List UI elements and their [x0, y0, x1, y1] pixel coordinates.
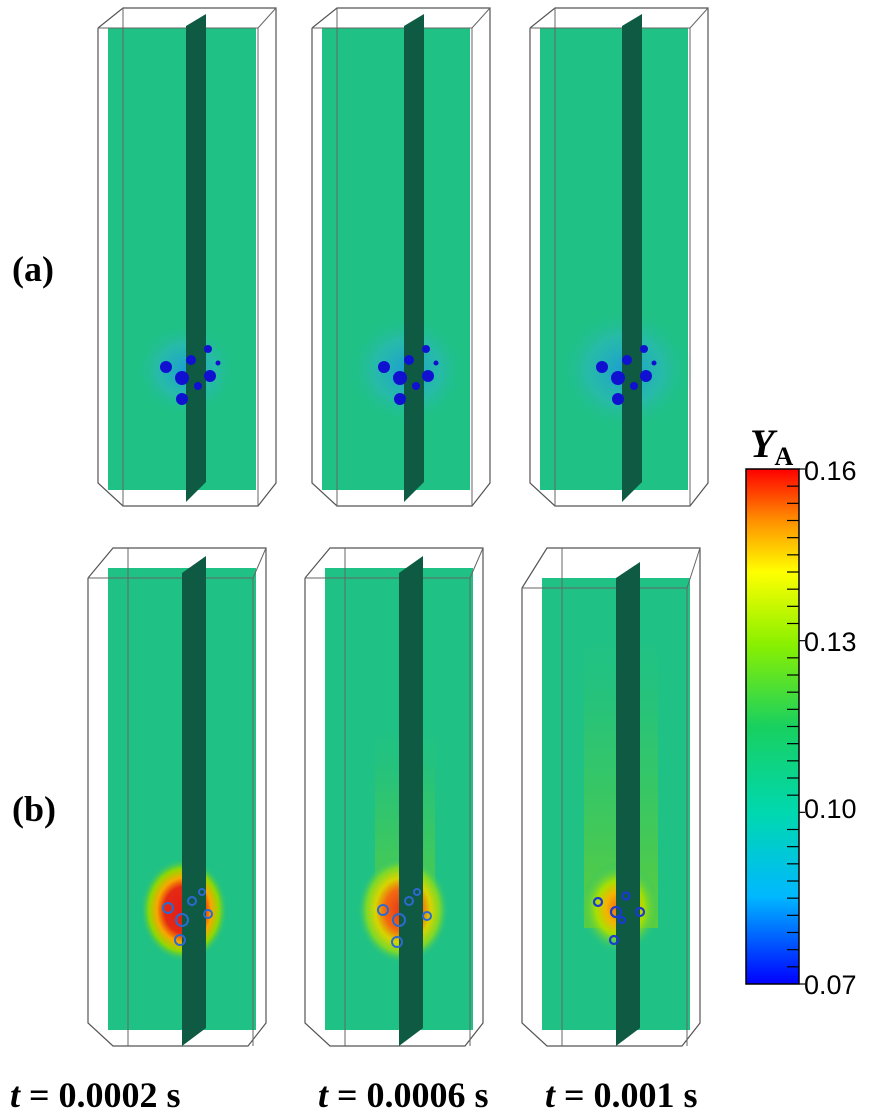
colorbar-tick-label: 0.07	[804, 970, 857, 1000]
panel-b1	[87, 547, 267, 1047]
colorbar-symbol: Y	[750, 421, 775, 466]
row-label-a: (a)	[12, 249, 54, 289]
bubble-cluster	[378, 345, 439, 405]
time-value: = 0.0006 s	[328, 1075, 489, 1115]
center-plane	[616, 562, 640, 1046]
panel-b2	[304, 547, 484, 1047]
center-plane	[404, 14, 424, 502]
panel-b3	[521, 547, 701, 1047]
center-plane	[399, 556, 423, 1046]
bubble-cluster	[160, 345, 221, 405]
colorbar-title: YA	[750, 420, 793, 472]
colorbar	[745, 468, 805, 985]
time-label-3: t = 0.001 s	[545, 1074, 698, 1116]
time-value: = 0.001 s	[555, 1075, 698, 1115]
time-value: = 0.0002 s	[20, 1075, 181, 1115]
bubble-cluster	[162, 888, 213, 946]
center-plane	[622, 14, 642, 502]
colorbar-subscript: A	[774, 442, 794, 471]
row-label-b: (b)	[12, 789, 56, 829]
time-label-2: t = 0.0006 s	[318, 1074, 489, 1116]
center-plane	[182, 556, 206, 1046]
time-label-1: t = 0.0002 s	[10, 1074, 181, 1116]
time-variable: t	[545, 1075, 556, 1115]
colorbar-tick-label: 0.16	[804, 456, 857, 486]
colorbar-tick-label: 0.10	[804, 794, 857, 824]
panel-a2	[311, 7, 491, 507]
colorbar-tick-marks	[787, 468, 805, 985]
bubble-cluster	[592, 891, 646, 946]
panel-a3	[529, 7, 709, 507]
bubble-cluster	[377, 888, 432, 948]
panel-a1	[97, 7, 277, 507]
colorbar-tick-label: 0.13	[804, 627, 857, 657]
time-variable: t	[318, 1075, 329, 1115]
bubble-cluster	[596, 345, 657, 405]
center-plane	[186, 14, 206, 502]
time-variable: t	[10, 1075, 21, 1115]
